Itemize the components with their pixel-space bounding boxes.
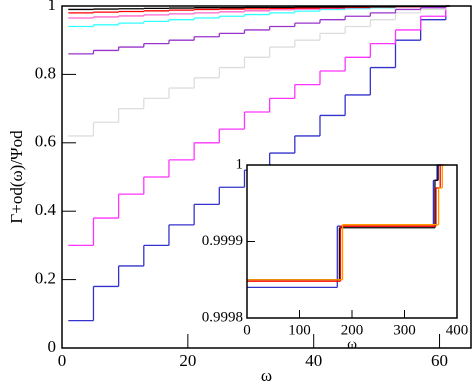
main-plot: 0 20 40 60 0 0.2 0.4 0.6 0.8 1 ω Γ+od(ω)/Ψod [7,0,472,382]
y-tick-label: 0.8 [35,63,56,82]
y-tick-label: 0.2 [35,269,56,288]
y-tick-label: 1 [236,156,244,172]
y-tick-label: 1 [48,0,57,14]
inset-background [247,165,457,318]
y-tick-label: 0.6 [35,132,56,151]
y-tick-label: 0.9999 [202,233,243,249]
x-tick-label: 400 [446,322,469,338]
inset-plot: 0 100 200 300 400 0.9998 0.9999 1 ω [202,156,469,352]
x-tick-label: 200 [341,322,364,338]
x-tick-label: 0 [243,322,251,338]
x-tick-label: 300 [393,322,416,338]
plot-frame [61,5,472,349]
x-axis-label: ω [347,336,357,352]
y-axis-label: Γ+od(ω)/Ψod [7,130,26,224]
y-tick-label: 0.9998 [202,309,243,325]
x-tick-label: 60 [431,351,448,370]
x-tick-label: 0 [58,351,67,370]
x-tick-label: 40 [305,351,322,370]
x-tick-label: 100 [288,322,311,338]
y-tick-label: 0.4 [35,200,57,219]
y-tick-label: 0 [48,337,57,356]
x-axis-label: ω [261,366,272,382]
x-tick-label: 20 [179,351,196,370]
